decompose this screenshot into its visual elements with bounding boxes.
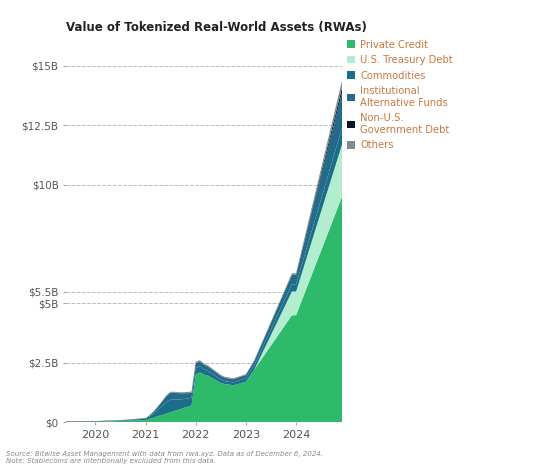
Text: Value of Tokenized Real-World Assets (RWAs): Value of Tokenized Real-World Assets (RW… (66, 21, 367, 34)
Text: Source: Bitwise Asset Management with data from rwa.xyz. Data as of December 6, : Source: Bitwise Asset Management with da… (6, 451, 323, 464)
Legend: Private Credit, U.S. Treasury Debt, Commodities, Institutional
Alternative Funds: Private Credit, U.S. Treasury Debt, Comm… (347, 39, 453, 150)
